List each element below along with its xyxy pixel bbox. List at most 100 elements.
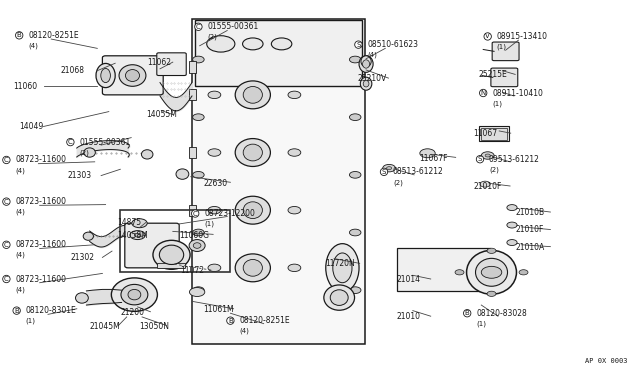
Circle shape [193,56,204,63]
Text: 08120-8251E: 08120-8251E [239,316,290,325]
Text: (1): (1) [497,44,507,50]
Circle shape [208,206,221,214]
Circle shape [193,171,204,178]
Text: (4): (4) [367,52,377,58]
Bar [189,61,196,73]
Text: 08513-61212: 08513-61212 [393,167,444,176]
Text: (4): (4) [15,252,25,259]
Text: C: C [4,242,9,248]
Ellipse shape [121,284,148,305]
Circle shape [349,114,361,121]
Text: 11072: 11072 [180,266,205,275]
Text: 25215E: 25215E [479,70,508,79]
Bar [192,19,365,344]
Circle shape [349,56,361,63]
Circle shape [349,229,361,236]
Text: (1): (1) [204,221,214,227]
Ellipse shape [153,240,190,269]
Circle shape [193,229,204,236]
Circle shape [189,288,205,296]
Ellipse shape [76,293,88,303]
Text: 11720N: 11720N [325,259,355,268]
Circle shape [288,91,301,99]
Ellipse shape [96,63,115,87]
Text: B: B [228,318,233,324]
Text: 13050N: 13050N [140,322,170,331]
Text: (2): (2) [393,179,403,186]
Text: 01555-00361: 01555-00361 [207,22,259,31]
Text: 21010A: 21010A [515,243,545,252]
Bar [479,126,509,141]
Bar [189,147,196,158]
Text: C: C [193,211,198,217]
Ellipse shape [243,86,262,103]
Circle shape [481,152,494,159]
Ellipse shape [362,60,370,68]
Text: 25210V: 25210V [357,74,387,83]
Ellipse shape [193,243,201,248]
Text: 21014: 21014 [397,275,421,284]
Text: (4): (4) [15,209,25,215]
Text: (1): (1) [492,100,502,107]
Circle shape [507,205,517,211]
Text: 08915-13410: 08915-13410 [497,32,548,41]
Text: B: B [465,310,470,316]
Circle shape [387,167,392,170]
Ellipse shape [364,80,369,87]
Text: 08120-83028: 08120-83028 [476,309,527,318]
Ellipse shape [236,139,271,166]
Circle shape [243,38,263,50]
Text: 11061M: 11061M [204,305,234,314]
Ellipse shape [141,150,153,159]
Text: C: C [4,199,9,205]
Ellipse shape [125,70,140,81]
Ellipse shape [236,254,271,282]
Ellipse shape [101,68,111,83]
Text: C: C [4,276,9,282]
Circle shape [130,231,145,240]
Circle shape [193,287,204,294]
Ellipse shape [159,245,184,264]
Bar [481,128,507,140]
Text: S: S [382,169,386,175]
Text: 21010F: 21010F [474,182,502,191]
Text: S: S [478,156,482,162]
Text: (2): (2) [207,34,217,41]
Circle shape [207,36,235,52]
Text: 22630: 22630 [204,179,228,187]
Circle shape [288,206,301,214]
Text: 21045M: 21045M [90,322,120,331]
Text: 08911-10410: 08911-10410 [492,89,543,97]
Text: (2): (2) [79,149,89,156]
Ellipse shape [359,55,373,72]
Text: 11067: 11067 [474,129,498,138]
Text: 21010B: 21010B [515,208,545,217]
Text: 21068: 21068 [61,66,84,75]
Circle shape [480,181,490,187]
Circle shape [288,149,301,156]
Ellipse shape [324,285,355,310]
Circle shape [134,233,141,237]
Text: 21302: 21302 [70,253,95,262]
Text: C: C [196,24,201,30]
Ellipse shape [119,65,146,86]
Circle shape [485,154,490,157]
Circle shape [208,149,221,156]
Ellipse shape [476,258,508,286]
FancyBboxPatch shape [157,263,186,269]
Ellipse shape [243,259,262,276]
Text: N: N [481,90,486,96]
Ellipse shape [236,196,271,224]
Circle shape [271,38,292,50]
Ellipse shape [189,240,205,251]
Circle shape [455,270,464,275]
Bar [397,248,490,291]
Circle shape [288,264,301,272]
Ellipse shape [128,289,141,300]
Circle shape [420,149,435,158]
Text: 14875: 14875 [117,218,141,227]
Text: B: B [14,308,19,314]
Ellipse shape [243,144,262,161]
Ellipse shape [83,232,93,240]
Text: 09513-61212: 09513-61212 [489,155,540,164]
